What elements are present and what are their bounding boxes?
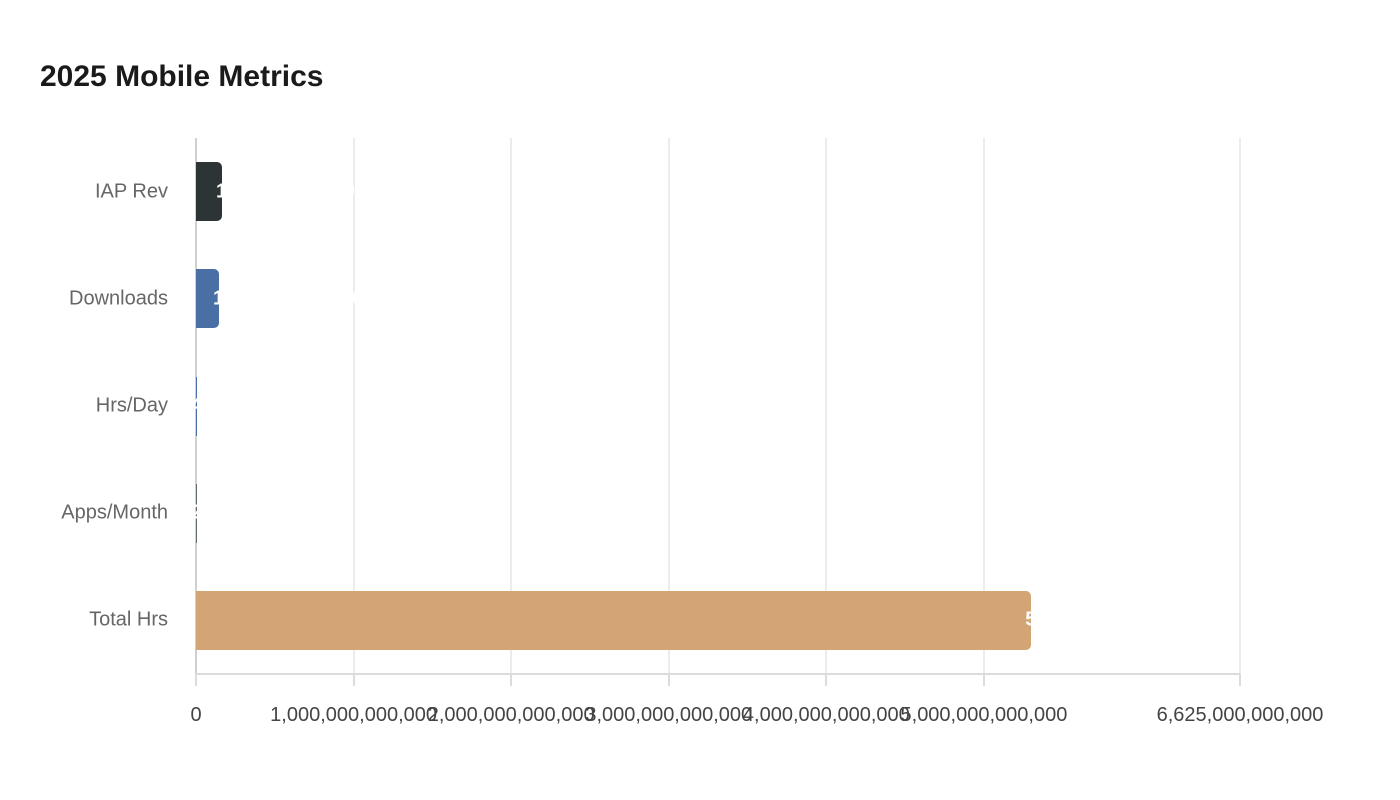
tick-mark bbox=[825, 674, 828, 686]
category-label: Hrs/Day bbox=[95, 394, 168, 417]
bar-value-label: 165,000,000,000 bbox=[216, 180, 367, 203]
x-tick-label: 0 bbox=[190, 704, 202, 726]
bar-value-label: 5,300,000,000,000 bbox=[1025, 608, 1193, 631]
bar[interactable]: 5,300,000,000,000 bbox=[196, 590, 1192, 650]
gridline bbox=[1239, 138, 1241, 674]
gridline bbox=[352, 138, 355, 674]
bar[interactable]: 4.2 bbox=[191, 376, 219, 436]
x-tick-label: 6,625,000,000,000 bbox=[1156, 704, 1324, 726]
x-axis-line bbox=[196, 673, 1240, 675]
x-tick-label: 5,000,000,000,000 bbox=[900, 704, 1068, 726]
category-label: Total Hrs bbox=[89, 608, 168, 631]
x-tick-label: 4,000,000,000,000 bbox=[742, 704, 910, 726]
tick-mark bbox=[352, 674, 355, 686]
category-label: Apps/Month bbox=[61, 501, 168, 524]
plot-area: 165,000,000,000 146,000,000,000 4.2 26 5,300… bbox=[191, 138, 1241, 686]
gridline bbox=[825, 138, 828, 674]
chart-title: 2025 Mobile Metrics bbox=[40, 60, 324, 93]
x-tick-label: 3,000,000,000,000 bbox=[585, 704, 753, 726]
gridline bbox=[667, 138, 670, 674]
bar-value-label: 26 bbox=[191, 501, 214, 524]
tick-mark bbox=[510, 674, 513, 686]
tick-mark bbox=[195, 674, 197, 686]
tick-mark bbox=[982, 674, 985, 686]
bar[interactable]: 165,000,000,000 bbox=[196, 162, 366, 222]
gridline bbox=[982, 138, 985, 674]
bar[interactable]: 26 bbox=[191, 483, 213, 543]
x-tick-label: 2,000,000,000,000 bbox=[427, 704, 595, 726]
category-label: IAP Rev bbox=[95, 180, 168, 203]
x-tick-label: 1,000,000,000,000 bbox=[270, 704, 437, 726]
bar-value-label: 146,000,000,000 bbox=[213, 287, 364, 310]
bar[interactable]: 146,000,000,000 bbox=[196, 269, 363, 329]
gridline bbox=[510, 138, 513, 674]
tick-mark bbox=[1239, 674, 1241, 686]
bar-value-label: 4.2 bbox=[191, 394, 219, 417]
category-label: Downloads bbox=[69, 287, 168, 310]
tick-mark bbox=[667, 674, 670, 686]
